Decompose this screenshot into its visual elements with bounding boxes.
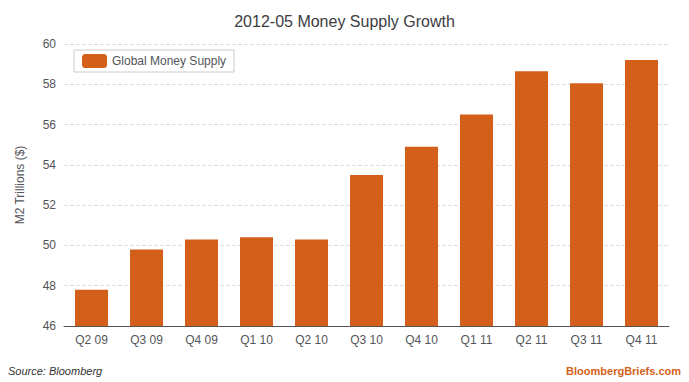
svg-text:Q3 09: Q3 09 (130, 333, 163, 347)
svg-text:52: 52 (43, 198, 57, 212)
svg-text:BloombergBriefs.com: BloombergBriefs.com (566, 365, 681, 377)
svg-text:Global Money Supply: Global Money Supply (112, 54, 226, 68)
svg-text:Q2 09: Q2 09 (75, 333, 108, 347)
svg-text:Q4 09: Q4 09 (185, 333, 218, 347)
svg-text:Q3 11: Q3 11 (571, 333, 603, 347)
svg-text:Q4 10: Q4 10 (405, 333, 438, 347)
svg-text:2012-05 Money Supply Growth: 2012-05 Money Supply Growth (234, 13, 455, 30)
svg-text:Q3 10: Q3 10 (350, 333, 383, 347)
svg-text:Q1 11: Q1 11 (461, 333, 493, 347)
svg-text:58: 58 (43, 77, 57, 91)
svg-text:Q4 11: Q4 11 (626, 333, 658, 347)
svg-text:Source: Bloomberg: Source: Bloomberg (8, 365, 103, 377)
svg-text:48: 48 (43, 279, 57, 293)
svg-text:56: 56 (43, 118, 57, 132)
svg-text:Q2 10: Q2 10 (295, 333, 328, 347)
svg-text:Q1 10: Q1 10 (240, 333, 273, 347)
svg-text:M2 Trillions ($): M2 Trillions ($) (13, 146, 27, 225)
svg-text:60: 60 (43, 37, 57, 51)
svg-text:54: 54 (43, 158, 57, 172)
svg-text:50: 50 (43, 238, 57, 252)
svg-text:46: 46 (43, 319, 57, 333)
svg-text:Q2 11: Q2 11 (516, 333, 548, 347)
